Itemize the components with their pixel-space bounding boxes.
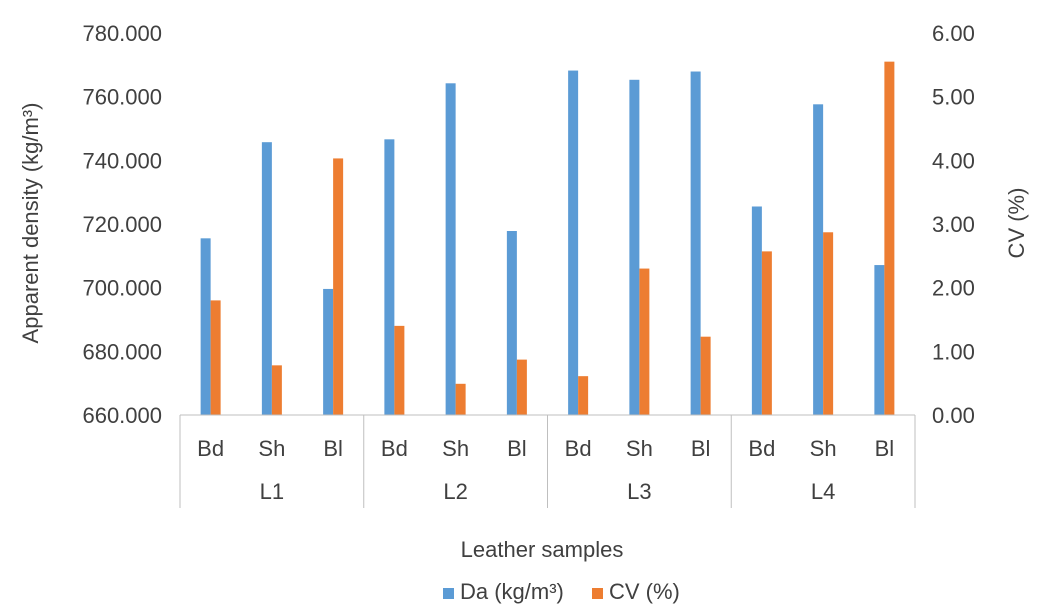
x-tick-label-4: Sh (442, 436, 469, 461)
bar-cv-4 (455, 383, 466, 415)
legend-swatch-da (443, 588, 454, 599)
bar-da-3 (384, 139, 395, 415)
group-label-2: L3 (627, 479, 651, 504)
group-label-3: L4 (811, 479, 835, 504)
y2-axis-title: CV (%) (1004, 188, 1029, 259)
y2-tick-label-2: 2.00 (932, 276, 975, 301)
x-axis-title: Leather samples (461, 537, 624, 562)
bar-da-11 (874, 265, 885, 415)
bar-da-10 (813, 104, 824, 415)
y2-tick-label-0: 0.00 (932, 403, 975, 428)
y2-tick-label-4: 4.00 (932, 148, 975, 173)
bar-cv-3 (394, 325, 405, 415)
bar-da-8 (690, 71, 701, 415)
legend-label-cv: CV (%) (609, 579, 680, 604)
bar-da-5 (506, 231, 517, 415)
bar-da-2 (323, 288, 334, 415)
y2-tick-label-1: 1.00 (932, 339, 975, 364)
x-tick-label-9: Bd (748, 436, 775, 461)
legend: Da (kg/m³) CV (%) (443, 579, 680, 604)
group-label-0: L1 (260, 479, 284, 504)
y-tick-label-4: 740.000 (82, 148, 162, 173)
y-tick-label-3: 720.000 (82, 212, 162, 237)
y2-tick-label-6: 6.00 (932, 21, 975, 46)
y-axis-title: Apparent density (kg/m³) (18, 103, 43, 344)
legend-swatch-cv (592, 588, 603, 599)
bar-cv-10 (823, 232, 834, 415)
y-tick-label-0: 660.000 (82, 403, 162, 428)
y-tick-label-2: 700.000 (82, 276, 162, 301)
bar-da-0 (200, 238, 211, 415)
bar-cv-9 (761, 251, 772, 415)
y-tick-label-5: 760.000 (82, 85, 162, 110)
axes-layer: Bd Sh Bl Bd Sh Bl Bd Sh Bl Bd Sh Bl L1 L2 L3 L4 660.000 6… (82, 21, 975, 508)
bar-cv-2 (333, 158, 344, 415)
y-tick-label-1: 680.000 (82, 339, 162, 364)
x-tick-label-10: Sh (810, 436, 837, 461)
bar-da-6 (568, 70, 579, 416)
x-tick-label-1: Sh (258, 436, 285, 461)
bars-layer (200, 61, 895, 416)
x-tick-label-5: Bl (507, 436, 527, 461)
x-tick-label-2: Bl (323, 436, 343, 461)
bar-cv-11 (884, 61, 895, 416)
x-tick-label-7: Sh (626, 436, 653, 461)
x-tick-label-8: Bl (691, 436, 711, 461)
y2-tick-label-5: 5.00 (932, 85, 975, 110)
bar-da-7 (629, 79, 640, 416)
bar-cv-0 (210, 300, 221, 415)
legend-label-da: Da (kg/m³) (460, 579, 564, 604)
bar-cv-8 (700, 336, 711, 415)
bar-cv-1 (271, 365, 282, 415)
bar-da-1 (261, 142, 272, 415)
bar-da-4 (445, 83, 456, 416)
x-tick-label-6: Bd (565, 436, 592, 461)
bar-cv-7 (639, 268, 650, 415)
y2-tick-label-3: 3.00 (932, 212, 975, 237)
y-tick-label-6: 780.000 (82, 21, 162, 46)
group-label-1: L2 (443, 479, 467, 504)
bar-da-9 (751, 206, 762, 415)
x-tick-label-0: Bd (197, 436, 224, 461)
bar-cv-5 (516, 359, 527, 415)
bar-cv-6 (578, 376, 589, 415)
x-tick-label-11: Bl (875, 436, 895, 461)
x-tick-label-3: Bd (381, 436, 408, 461)
